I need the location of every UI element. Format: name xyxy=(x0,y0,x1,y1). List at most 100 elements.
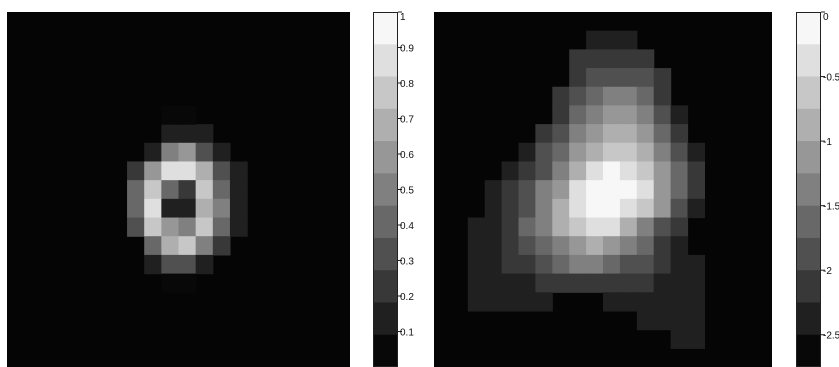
colorbar-segment xyxy=(796,302,821,336)
colorbar-tick-label: 0.1 xyxy=(400,328,414,339)
heatmap-cell xyxy=(687,180,705,200)
heatmap-cell xyxy=(653,310,672,331)
heatmap-cell xyxy=(670,161,689,181)
heatmap-cell xyxy=(161,180,180,200)
heatmap-cell xyxy=(603,86,621,107)
heatmap-cell xyxy=(518,273,536,293)
heatmap-cell xyxy=(501,161,520,181)
heatmap-cell xyxy=(569,124,587,144)
heatmap-cell xyxy=(161,236,180,256)
heatmap-cell xyxy=(636,68,655,88)
heatmap-cell xyxy=(467,292,486,312)
heatmap-cell xyxy=(552,217,570,237)
heatmap-cell xyxy=(144,217,162,237)
heatmap-cell xyxy=(501,217,520,237)
heatmap-cell xyxy=(467,217,486,237)
heatmap-cell xyxy=(161,198,180,219)
colorbar-segment xyxy=(373,173,398,207)
colorbar-tick-label: -1.5 xyxy=(823,202,839,213)
heatmap-cell xyxy=(687,198,705,219)
heatmap-cell xyxy=(569,254,587,275)
heatmap-cell xyxy=(178,198,197,219)
heatmap-cell xyxy=(603,68,621,88)
heatmap-cell xyxy=(144,198,162,219)
heatmap-cell xyxy=(619,68,638,88)
heatmap-cell xyxy=(619,236,638,256)
heatmap-cell xyxy=(178,180,197,200)
heatmap-cell xyxy=(518,217,536,237)
heatmap-cell xyxy=(484,198,503,219)
heatmap-cell xyxy=(603,292,621,312)
heatmap-cell xyxy=(653,105,672,125)
heatmap-cell xyxy=(161,217,180,237)
heatmap-cell xyxy=(653,198,672,219)
heatmap-cell xyxy=(569,161,587,181)
heatmap-cell xyxy=(586,161,604,181)
heatmap-cell xyxy=(603,273,621,293)
heatmap-cell xyxy=(127,180,145,200)
heatmap-cell xyxy=(619,180,638,200)
heatmap-cell xyxy=(670,217,689,237)
heatmap-cell xyxy=(552,124,570,144)
heatmap-cell xyxy=(586,254,604,275)
heatmap-cell xyxy=(619,86,638,107)
heatmap-cell xyxy=(195,124,214,144)
heatmap-cell xyxy=(670,236,689,256)
heatmap-cell xyxy=(636,217,655,237)
colorbar-tick-label: 0.7 xyxy=(400,115,414,126)
heatmap-right xyxy=(434,12,772,367)
heatmap-cell xyxy=(178,236,197,256)
heatmap-cell xyxy=(636,254,655,275)
heatmap-cell xyxy=(670,142,689,163)
heatmap-cell xyxy=(653,254,672,275)
heatmap-cell xyxy=(178,217,197,237)
colorbar-tick-label: 0.5 xyxy=(400,186,414,197)
heatmap-cell xyxy=(653,236,672,256)
heatmap-cell xyxy=(535,254,553,275)
heatmap-cell xyxy=(484,273,503,293)
heatmap-cell xyxy=(518,254,536,275)
heatmap-cell xyxy=(687,292,705,312)
heatmap-cell xyxy=(127,198,145,219)
heatmap-cell xyxy=(161,273,180,293)
heatmap-cell xyxy=(603,254,621,275)
colorbar-tick-label: -2.5 xyxy=(823,331,839,342)
heatmap-cell xyxy=(569,142,587,163)
heatmap-cell xyxy=(161,124,180,144)
heatmap-cell xyxy=(144,161,162,181)
heatmap-cell xyxy=(144,236,162,256)
heatmap-cell xyxy=(653,68,672,88)
heatmap-cell xyxy=(603,217,621,237)
heatmap-cell xyxy=(670,198,689,219)
heatmap-cell xyxy=(636,124,655,144)
colorbar-segment xyxy=(796,173,821,207)
heatmap-cell xyxy=(670,180,689,200)
heatmap-cell xyxy=(212,180,231,200)
heatmap-cell xyxy=(484,217,503,237)
heatmap-cell xyxy=(619,142,638,163)
heatmap-cell xyxy=(569,49,587,69)
heatmap-cell xyxy=(653,273,672,293)
heatmap-cell xyxy=(687,329,705,349)
heatmap-cell xyxy=(212,161,231,181)
heatmap-cell xyxy=(552,198,570,219)
heatmap-cell xyxy=(586,30,604,50)
colorbar-segment xyxy=(373,205,398,239)
heatmap-cell xyxy=(636,86,655,107)
heatmap-cell xyxy=(586,124,604,144)
heatmap-cell xyxy=(636,292,655,312)
colorbar-tick-label: 0.8 xyxy=(400,79,414,90)
heatmap-cell xyxy=(619,30,638,50)
heatmap-cell xyxy=(212,142,231,163)
heatmap-cell xyxy=(653,180,672,200)
heatmap-cell xyxy=(518,161,536,181)
heatmap-cell xyxy=(653,161,672,181)
heatmap-cell xyxy=(144,142,162,163)
colorbar-segment xyxy=(373,108,398,142)
colorbar-segment xyxy=(796,237,821,271)
colorbar-segment xyxy=(373,76,398,110)
heatmap-cell xyxy=(636,236,655,256)
heatmap-cell xyxy=(586,273,604,293)
heatmap-cell xyxy=(552,105,570,125)
colorbar-tick-label: -1 xyxy=(823,137,832,148)
